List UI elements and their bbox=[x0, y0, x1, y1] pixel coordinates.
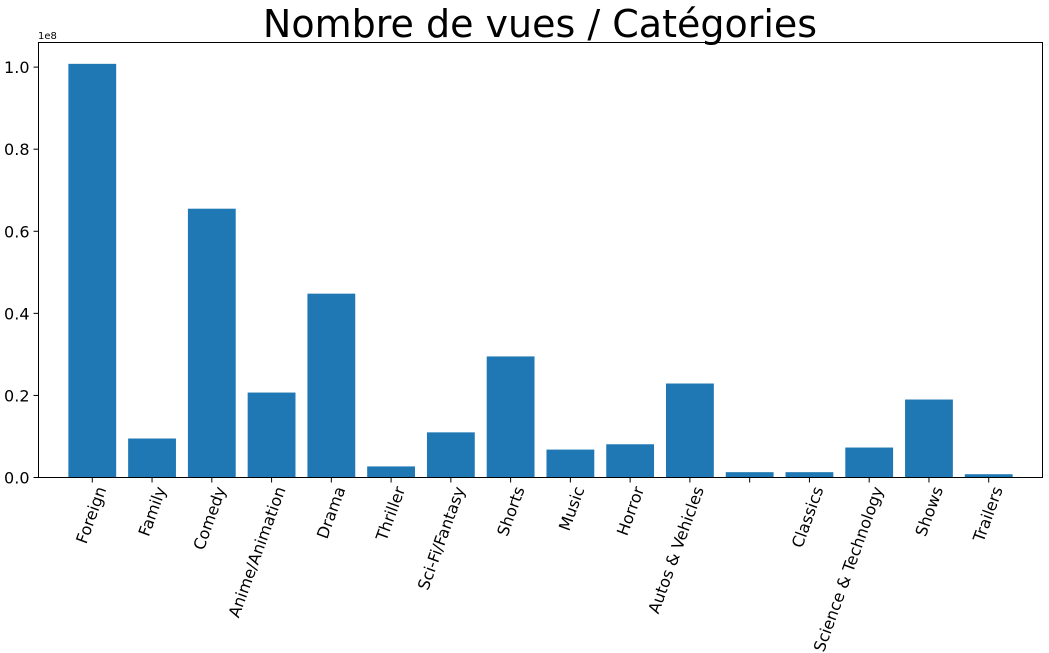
bar bbox=[367, 466, 415, 478]
x-tick-label: Classics bbox=[788, 484, 828, 550]
bars-group bbox=[68, 63, 1013, 478]
bar bbox=[307, 293, 356, 478]
bar bbox=[546, 449, 595, 478]
bar bbox=[845, 447, 894, 478]
x-tick-label: Foreign bbox=[72, 484, 110, 546]
plot-frame bbox=[38, 42, 1043, 478]
y-axis: 0.0 0.2 0.4 0.6 0.8 1.0 bbox=[4, 58, 39, 488]
x-tick-label: Horror bbox=[613, 484, 648, 539]
bar bbox=[128, 438, 176, 478]
bar bbox=[666, 383, 714, 478]
y-tick-label: 0.4 bbox=[4, 304, 29, 323]
x-tick-label: Trailers bbox=[969, 484, 1007, 545]
x-tick-label: Sci-Fi/Fantasy bbox=[414, 484, 469, 593]
x-tick-label: Comedy bbox=[189, 484, 229, 553]
bar bbox=[964, 474, 1013, 478]
y-tick-label: 0.2 bbox=[4, 386, 29, 405]
y-tick-label: 1.0 bbox=[4, 58, 29, 77]
bar bbox=[905, 399, 953, 478]
x-tick-label: Thriller bbox=[372, 484, 410, 545]
x-tick-label: Family bbox=[135, 484, 170, 539]
bar bbox=[187, 208, 236, 478]
x-tick-label: Anime/Animation bbox=[225, 484, 290, 620]
x-tick-label: Autos & Vehicles bbox=[644, 484, 708, 616]
bar bbox=[68, 63, 117, 478]
bar bbox=[606, 444, 655, 478]
x-tick-label: Shorts bbox=[493, 484, 528, 539]
x-tick-label: Music bbox=[555, 484, 588, 533]
y-axis-offset-label: 1e8 bbox=[38, 31, 57, 42]
chart-title: Nombre de vues / Catégories bbox=[263, 2, 817, 46]
bar bbox=[247, 392, 296, 478]
x-tick-label: Drama bbox=[313, 484, 349, 541]
x-tick-label: Science & Technology bbox=[810, 484, 887, 653]
bar bbox=[725, 472, 774, 478]
y-tick-label: 0.6 bbox=[4, 222, 29, 241]
y-tick-label: 0.8 bbox=[4, 140, 29, 159]
bar bbox=[785, 472, 834, 478]
bar bbox=[426, 432, 475, 478]
bar bbox=[486, 356, 535, 478]
y-tick-label: 0.0 bbox=[4, 469, 29, 488]
x-tick-label: Shows bbox=[911, 484, 946, 539]
